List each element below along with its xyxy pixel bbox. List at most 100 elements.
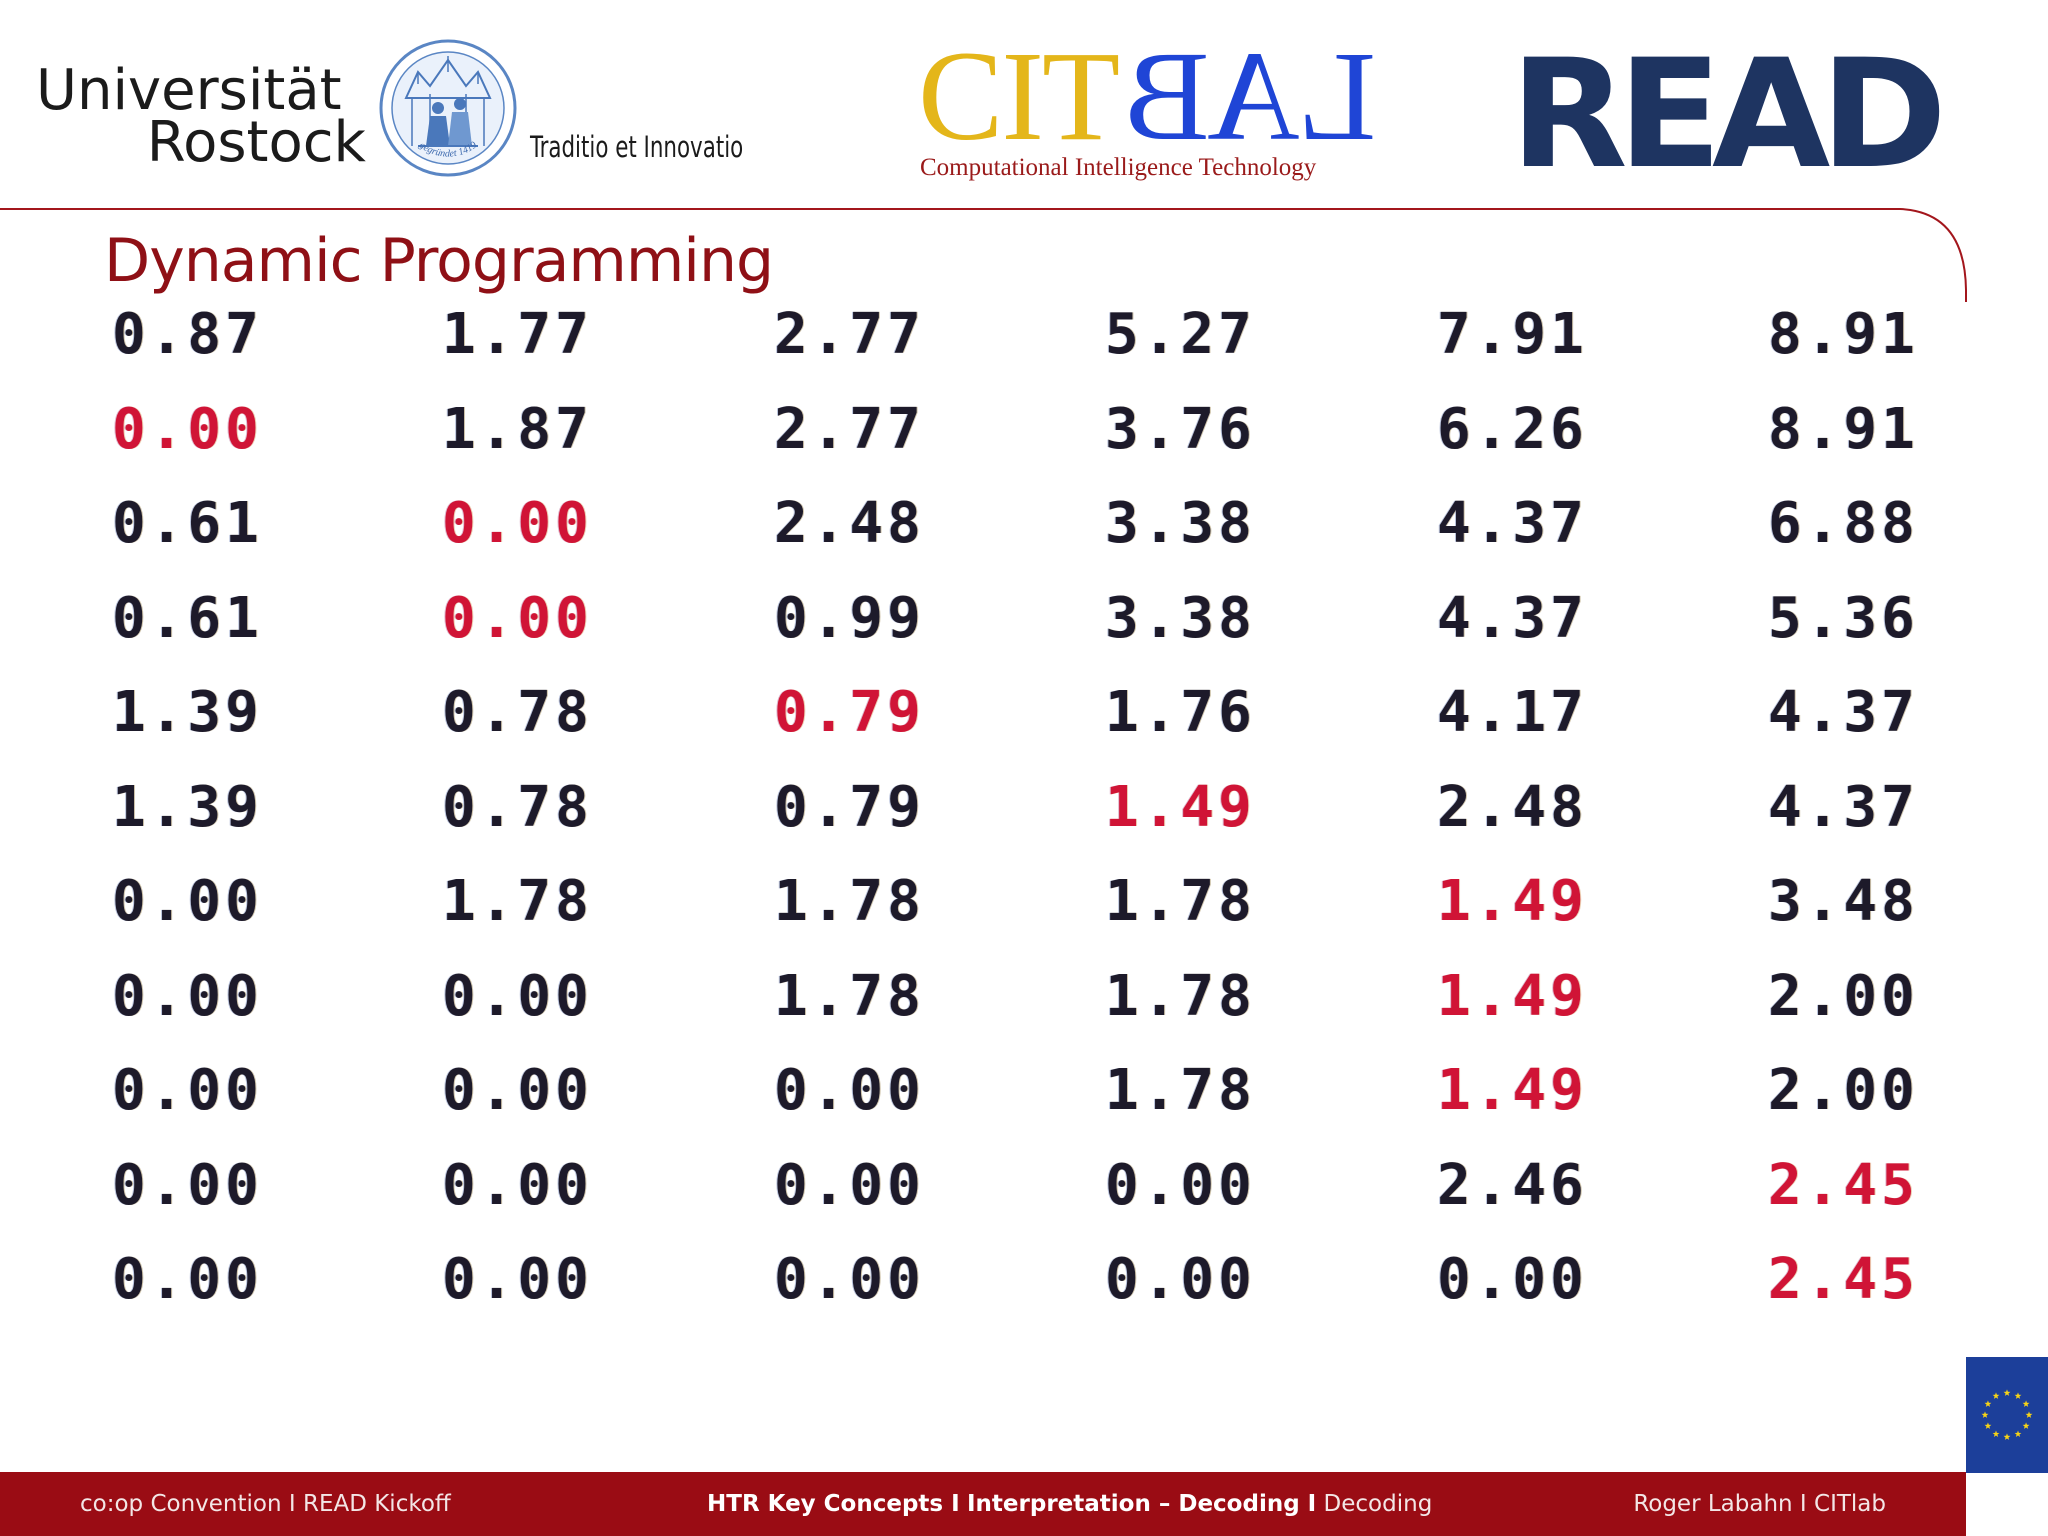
matrix-cell: 1.78 [1105,963,1256,1029]
footer-current: Decoding [1323,1491,1433,1517]
matrix-cell: 3.38 [1105,491,1256,556]
matrix-row: 0.61 0.00 0.99 3.38 4.37 5.36 [112,584,1962,679]
eu-star [1984,1400,1992,1407]
citlab-subtitle: Computational Intelligence Technology [920,154,1317,181]
matrix-row: 1.39 0.78 0.79 1.49 2.48 4.37 [112,773,1962,868]
matrix-cell-highlighted: 0.00 [112,396,263,462]
eu-star [1992,1392,2000,1399]
matrix-cell: 0.00 [112,1247,263,1312]
slide-title: Dynamic Programming [104,226,774,296]
matrix-cell: 2.77 [774,396,925,462]
matrix-cell: 0.99 [774,585,925,651]
read-logo: READ [1510,28,1947,202]
matrix-cell: 0.00 [774,1058,925,1123]
matrix-cell: 0.00 [442,1247,593,1312]
matrix-cell: 2.77 [774,302,925,367]
matrix-cell: 5.36 [1768,585,1919,651]
matrix-cell: 2.00 [1768,963,1919,1029]
eu-star [2014,1430,2022,1437]
matrix-cell: 1.39 [112,774,263,840]
matrix-cell: 1.78 [774,869,925,934]
footer-event: co:op Convention I READ Kickoff [80,1491,451,1517]
matrix-row: 0.87 1.77 2.77 5.27 7.91 8.91 [112,300,1962,395]
matrix-cell: 0.78 [442,680,593,745]
matrix-row: 0.00 1.78 1.78 1.78 1.49 3.48 [112,867,1962,962]
matrix-cell: 1.78 [774,963,925,1029]
matrix-cell: 6.26 [1437,396,1588,462]
matrix-cell: 0.87 [112,302,263,367]
citlab-logo: CIT LAB Computational Intelligence Techn… [918,25,1376,186]
matrix-cell: 1.87 [442,396,593,462]
dp-matrix: 0.87 1.77 2.77 5.27 7.91 8.91 0.00 1.87 2.77 3.76… [112,300,1962,1340]
matrix-cell: 1.77 [442,302,593,367]
matrix-cell-highlighted: 1.49 [1437,869,1588,934]
matrix-cell: 4.37 [1768,680,1919,745]
matrix-row: 0.00 0.00 1.78 1.78 1.49 2.00 [112,962,1962,1057]
matrix-cell: 0.00 [112,869,263,934]
header-divider-line [0,208,1967,302]
matrix-cell: 4.37 [1768,774,1919,840]
matrix-cell: 2.46 [1437,1152,1588,1218]
matrix-cell: 8.91 [1768,302,1919,367]
eu-star [2025,1411,2033,1418]
matrix-cell: 0.00 [1105,1247,1256,1312]
matrix-cell: 0.79 [774,774,925,840]
matrix-row: 0.00 0.00 0.00 1.78 1.49 2.00 [112,1056,1962,1151]
matrix-cell: 1.78 [442,869,593,934]
matrix-row: 0.00 1.87 2.77 3.76 6.26 8.91 [112,395,1962,490]
eu-star [2014,1392,2022,1399]
matrix-row: 0.61 0.00 2.48 3.38 4.37 6.88 [112,489,1962,584]
matrix-cell: 0.00 [112,1058,263,1123]
matrix-cell: 0.00 [442,1058,593,1123]
matrix-cell: 1.39 [112,680,263,745]
matrix-cell: 1.78 [1105,869,1256,934]
matrix-cell: 0.00 [112,1152,263,1218]
matrix-cell: 0.61 [112,491,263,556]
university-motto: Traditio et Innovatio [530,130,744,164]
matrix-cell-highlighted: 0.00 [442,585,593,651]
matrix-cell: 4.37 [1437,491,1588,556]
matrix-row: 1.39 0.78 0.79 1.76 4.17 4.37 [112,678,1962,773]
footer-bar: co:op Convention I READ Kickoff HTR Key … [0,1472,1966,1536]
matrix-cell: 0.00 [442,963,593,1029]
footer-topic: HTR Key Concepts I [707,1491,960,1517]
eu-star [1992,1430,2000,1437]
matrix-cell: 3.48 [1768,869,1919,934]
university-seal-icon: gegründet 1419 [379,39,517,177]
eu-star [2003,1389,2011,1396]
matrix-cell: 0.00 [1105,1152,1256,1218]
matrix-cell: 2.00 [1768,1058,1919,1123]
matrix-row: 0.00 0.00 0.00 0.00 0.00 2.45 [112,1245,1962,1340]
matrix-cell: 0.00 [442,1152,593,1218]
matrix-cell: 2.48 [774,491,925,556]
matrix-cell: 1.78 [1105,1058,1256,1123]
university-name-line2: Rostock [146,110,366,175]
footer-section: HTR Key Concepts I Interpretation – Deco… [707,1472,1432,1536]
matrix-cell: 0.78 [442,774,593,840]
matrix-cell: 3.38 [1105,585,1256,651]
matrix-cell: 8.91 [1768,396,1919,462]
matrix-cell: 5.27 [1105,302,1256,367]
matrix-cell-highlighted: 1.49 [1105,774,1256,840]
matrix-cell: 2.48 [1437,774,1588,840]
matrix-cell: 3.76 [1105,396,1256,462]
university-logo: Universität Rostock [36,58,366,174]
eu-flag-icon [1966,1357,2048,1473]
matrix-cell: 0.00 [112,963,263,1029]
citlab-wordmark-lab-mirrored: LAB [1126,25,1376,167]
eu-star [1984,1422,1992,1429]
matrix-cell-highlighted: 0.00 [442,491,593,556]
matrix-cell-highlighted: 1.49 [1437,963,1588,1029]
citlab-wordmark-cit: CIT [918,25,1120,167]
matrix-cell: 1.76 [1105,680,1256,745]
matrix-cell: 0.61 [112,585,263,651]
matrix-cell-highlighted: 1.49 [1437,1058,1588,1123]
matrix-row: 0.00 0.00 0.00 0.00 2.46 2.45 [112,1151,1962,1246]
footer-subtopic: Interpretation – Decoding I [967,1491,1317,1517]
matrix-cell-highlighted: 2.45 [1768,1247,1919,1312]
matrix-cell: 0.00 [1437,1247,1588,1312]
matrix-cell: 4.37 [1437,585,1588,651]
university-name-line1: Universität [36,58,342,123]
eu-star [2022,1422,2030,1429]
